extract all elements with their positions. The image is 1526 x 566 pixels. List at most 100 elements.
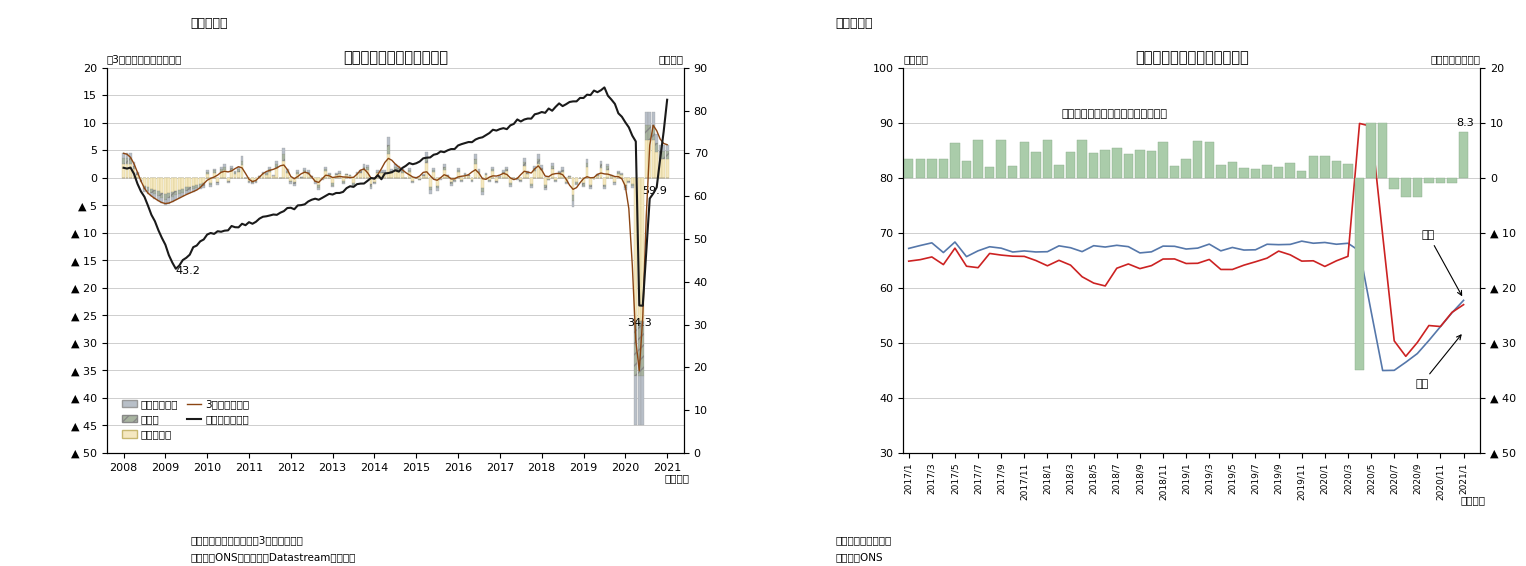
Bar [157,196,160,201]
Bar [1378,123,1387,178]
Bar [641,376,644,425]
Bar [655,143,658,152]
Bar [401,170,404,173]
Bar [125,164,128,178]
Bar [146,187,150,191]
Bar [230,171,233,178]
Bar [290,181,293,182]
Bar [1193,141,1202,178]
Bar [665,152,668,158]
Bar [649,112,652,125]
Bar [530,178,533,183]
Bar [247,178,250,181]
Bar [377,173,380,178]
Bar [581,186,584,187]
Bar [339,174,340,178]
Text: 59.9: 59.9 [642,186,667,196]
Text: （注）季節調整値。: （注）季節調整値。 [836,535,893,546]
Bar [188,187,191,190]
Bar [143,189,146,192]
Bar [353,178,356,183]
Bar [456,169,459,170]
Bar [494,178,497,181]
Bar [122,153,125,158]
Bar [136,174,139,178]
Bar [154,178,156,190]
Bar [348,174,351,175]
Bar [198,187,201,189]
Bar [453,178,456,181]
Bar [621,174,623,175]
Bar [494,182,497,183]
Bar [380,170,383,171]
Bar [377,170,380,171]
Bar [143,178,146,186]
Bar [439,178,443,179]
Bar [324,171,327,178]
Bar [467,176,470,178]
Bar [356,173,359,174]
Bar [179,190,180,194]
Bar [1274,166,1283,178]
Bar [589,187,592,189]
Bar [1355,178,1364,370]
Bar [255,182,258,183]
Bar [429,187,432,191]
Bar [1181,159,1190,178]
Bar [212,173,215,178]
Bar [421,175,424,176]
Bar [540,170,543,178]
Bar [285,171,288,173]
Bar [269,171,272,178]
Bar [543,178,546,185]
Bar [443,167,446,170]
Bar [230,168,233,171]
Bar [540,168,543,170]
Bar [388,154,389,178]
Bar [230,166,233,168]
Bar [635,178,638,321]
Bar [380,173,383,178]
Bar [310,177,313,178]
Bar [456,173,459,178]
Bar [359,170,362,171]
Bar [928,158,937,178]
Text: （資料）ONS: （資料）ONS [836,552,884,563]
Bar [397,168,400,171]
Bar [652,140,655,178]
Bar [1123,155,1134,178]
Bar [526,174,530,178]
Bar [617,174,620,178]
Bar [655,134,658,143]
Bar [227,182,229,183]
Bar [446,174,449,175]
Bar [317,178,320,185]
Bar [353,185,356,186]
Bar [627,182,630,183]
Bar [150,192,153,196]
Bar [198,178,201,185]
Bar [624,178,627,185]
Text: （3か月前との差、万人）: （3か月前との差、万人） [107,54,182,64]
Bar [171,192,174,197]
Bar [285,169,288,171]
Bar [122,164,125,178]
Bar [206,170,209,172]
Bar [432,168,435,170]
Bar [502,171,505,173]
Bar [412,178,414,181]
Bar [266,174,269,175]
Bar [328,175,331,178]
Bar [485,175,487,178]
Bar [443,170,446,178]
Text: 流出: 流出 [1415,335,1460,389]
Bar [478,173,481,178]
Bar [659,158,662,178]
Bar [575,182,578,184]
Bar [192,178,195,186]
Bar [223,166,226,170]
Bar [597,174,598,175]
Bar [652,125,655,140]
Bar [209,178,212,183]
Bar [290,182,293,183]
